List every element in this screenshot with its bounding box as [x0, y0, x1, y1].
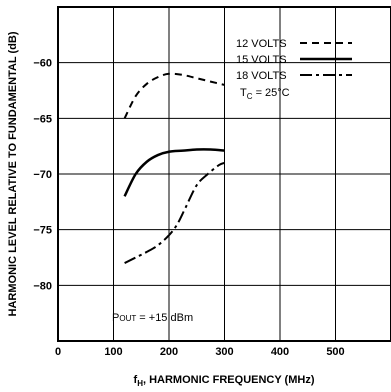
x-axis-label-sub: H [137, 379, 143, 388]
y-tick-label-neg65: −65 [33, 113, 52, 125]
pout-main: P [112, 312, 119, 324]
temperature-annotation: TC = 25°C [240, 87, 290, 101]
pout-sub: OUT [119, 314, 136, 323]
legend: 12 VOLTS 15 VOLTS 18 VOLTS TC = 25°C [236, 38, 352, 101]
x-tick-label-300: 300 [215, 346, 233, 358]
x-axis-label-rest: , HARMONIC FREQUENCY (MHz) [143, 374, 315, 386]
y-tick-label-neg75: −75 [33, 225, 52, 237]
legend-label-18-volts: 18 VOLTS [236, 70, 287, 82]
pout-rest: = +15 dBm [136, 312, 193, 324]
y-tick-label-neg60: −60 [33, 58, 52, 70]
pout-annotation: POUT = +15 dBm [112, 312, 193, 324]
plot-frame [57, 6, 391, 342]
x-tick-label-0: 0 [55, 346, 61, 358]
legend-label-15-volts: 15 VOLTS [236, 54, 287, 66]
x-axis-label-main: f [134, 374, 138, 386]
grid-lines [58, 7, 391, 341]
x-tick-label-200: 200 [160, 346, 178, 358]
y-axis-label: HARMONIC LEVEL RELATIVE TO FUNDAMENTAL (… [7, 31, 19, 316]
y-tick-label-neg70: −70 [33, 169, 52, 181]
x-tick-label-500: 500 [326, 346, 344, 358]
temperature-sub: C [247, 92, 253, 101]
series-line-12-volts [123, 72, 225, 119]
x-tick-label-100: 100 [104, 346, 122, 358]
series-layer [123, 72, 225, 264]
series-line-15-volts [123, 148, 225, 197]
legend-label-12-volts: 12 VOLTS [236, 38, 287, 50]
x-tick-label-400: 400 [271, 346, 289, 358]
tick-labels: 0 100 200 300 400 500 −60 −65 −70 −75 −80 [33, 58, 344, 358]
x-axis-label: fH, HARMONIC FREQUENCY (MHz) [134, 374, 315, 388]
temperature-rest: = 25°C [253, 87, 290, 99]
series-line-18-volts [124, 161, 225, 264]
y-tick-label-neg80: −80 [33, 280, 52, 292]
temperature-main: T [240, 87, 247, 99]
